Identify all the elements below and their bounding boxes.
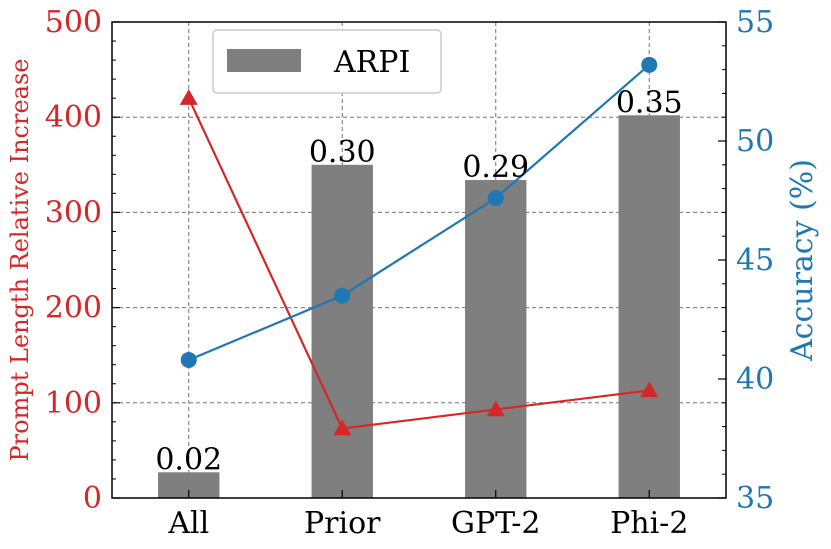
- bar-3: [618, 115, 680, 499]
- point-1-1: [334, 287, 351, 304]
- y-right-tick-label-0: 35: [736, 481, 774, 516]
- x-tick-label-1: Prior: [304, 506, 381, 541]
- bars: [158, 115, 680, 499]
- bar-data-label-1: 0.30: [309, 135, 376, 170]
- series-lines: [187, 64, 650, 430]
- y-axis-label-left: Prompt Length Relative Increase: [6, 58, 34, 461]
- y-left-tick-label-0: 0: [83, 481, 102, 516]
- y-axis-label-right: Accuracy (%): [785, 159, 820, 362]
- point-1-2: [487, 190, 504, 207]
- point-1-3: [641, 56, 658, 73]
- bar-data-label-3: 0.35: [616, 85, 683, 120]
- x-tick-label-2: GPT-2: [451, 506, 541, 541]
- legend-box: [212, 29, 442, 94]
- bar-1: [311, 164, 373, 499]
- series-line-0: [187, 97, 650, 430]
- minor-ticks: [112, 40, 726, 480]
- y-right-tick-label-1: 40: [736, 362, 774, 397]
- y-right-tick-label-2: 45: [736, 243, 774, 278]
- point-0-2: [486, 400, 505, 417]
- y-left-tick-label-1: 100: [45, 386, 102, 421]
- bar-data-labels: 0.02 0.30 0.29 0.35: [155, 85, 682, 477]
- point-0-0: [179, 89, 198, 105]
- x-tick-label-3: Phi-2: [610, 506, 688, 541]
- tick-labels: 0 100 200 300 400 500 35 40 45 50 55 All Prior GPT-2 P…: [45, 5, 774, 541]
- point-0-3: [640, 381, 659, 398]
- point-1-0: [180, 351, 197, 368]
- y-left-tick-label-3: 300: [45, 195, 102, 230]
- major-ticks: [112, 21, 726, 499]
- legend-swatch: [227, 49, 301, 72]
- y-left-tick-label-5: 500: [45, 5, 102, 40]
- x-tick-label-0: All: [167, 506, 209, 541]
- bar-2: [465, 180, 527, 499]
- y-right-tick-label-3: 50: [736, 124, 774, 159]
- series-markers: [179, 56, 659, 436]
- bar-data-label-2: 0.29: [462, 150, 529, 185]
- y-right-tick-label-4: 55: [736, 5, 774, 40]
- legend: ARPI: [212, 29, 442, 94]
- series-line-1: [188, 64, 650, 361]
- point-0-1: [333, 419, 352, 436]
- y-left-tick-label-2: 200: [45, 291, 102, 326]
- legend-label: ARPI: [333, 45, 410, 80]
- bar-data-label-0: 0.02: [155, 442, 222, 477]
- y-left-tick-label-4: 400: [45, 100, 102, 135]
